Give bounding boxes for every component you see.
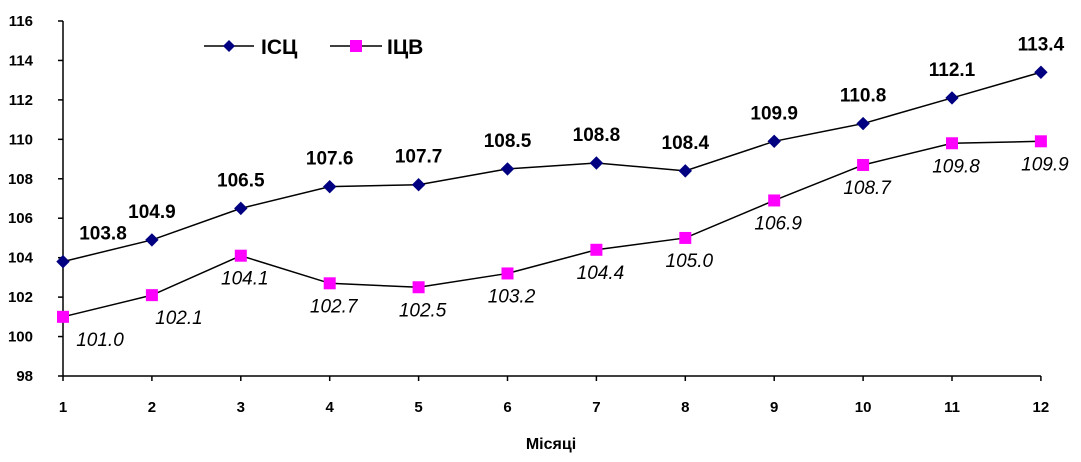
data-point-diamond: [322, 179, 337, 194]
data-label-series-1: 107.7: [395, 147, 443, 168]
data-label-series-2: 103.2: [488, 286, 536, 307]
legend-marker-square: [350, 40, 362, 52]
series-line-2: [62, 140, 1041, 318]
data-point-diamond: [945, 91, 959, 105]
data-label-series-1: 108.8: [573, 125, 621, 146]
data-point-square: [768, 194, 781, 207]
series-markers: [56, 65, 1048, 323]
data-point-square: [234, 249, 247, 262]
y-tick-label: 112: [9, 92, 33, 109]
data-label-series-2: 102.5: [399, 300, 447, 321]
x-tick-label: 12: [1033, 399, 1050, 416]
data-label-series-1: 107.6: [306, 149, 354, 170]
legend-marker-diamond: [223, 40, 235, 52]
data-label-series-2: 102.7: [310, 296, 359, 317]
data-label-series-2: 108.7: [843, 178, 892, 199]
y-tick-label: 100: [8, 329, 33, 346]
x-tick-label: 2: [148, 399, 156, 416]
data-label-series-1: 108.4: [662, 133, 710, 154]
y-tick-label: 106: [8, 210, 33, 227]
x-tick-label: 4: [326, 399, 335, 416]
data-label-series-1: 104.9: [128, 202, 176, 223]
data-point-diamond: [234, 201, 248, 216]
y-tick-label: 116: [9, 13, 33, 30]
legend-label-series-1: ІСЦ: [261, 36, 298, 59]
data-point-square: [57, 310, 69, 323]
x-tick-label: 10: [855, 399, 872, 416]
x-tick-label: 1: [59, 399, 67, 416]
data-label-series-2: 104.4: [577, 263, 625, 284]
x-tick-label: 7: [592, 399, 600, 416]
data-point-diamond: [411, 177, 426, 192]
data-label-series-2: 109.9: [1021, 154, 1069, 175]
data-point-square: [679, 231, 692, 244]
legend: ІСЦ ІЦВ: [204, 36, 423, 59]
data-point-diamond: [589, 156, 604, 170]
x-tick-label: 11: [944, 399, 960, 416]
x-tick-label: 3: [237, 399, 245, 416]
data-label-series-2: 101.0: [76, 330, 124, 351]
data-point-diamond: [678, 164, 693, 178]
y-tick-label: 114: [9, 52, 34, 69]
data-point-diamond: [767, 134, 781, 149]
data-label-series-1: 110.8: [840, 86, 887, 107]
data-label-series-2: 106.9: [754, 213, 802, 234]
series-line-1: [62, 71, 1042, 263]
data-point-diamond: [1034, 65, 1048, 79]
data-label-series-2: 109.8: [932, 156, 980, 177]
data-point-square: [857, 158, 870, 171]
data-label-series-1: 109.9: [750, 103, 798, 124]
y-tick-label: 104: [8, 250, 34, 267]
data-point-diamond: [500, 162, 515, 176]
y-tick-label: 98: [16, 368, 33, 385]
data-point-square: [323, 277, 336, 290]
x-tick-label: 6: [503, 399, 511, 416]
data-label-series-1: 112.1: [929, 60, 976, 81]
y-tick-label: 108: [8, 171, 33, 188]
x-tick-label: 8: [681, 399, 689, 416]
data-point-square: [946, 137, 958, 150]
data-point-diamond: [856, 116, 870, 131]
data-label-series-2: 104.1: [221, 269, 269, 290]
data-label-series-1: 106.5: [217, 170, 265, 191]
data-point-square: [501, 267, 514, 280]
data-point-square: [412, 281, 425, 294]
data-point-square: [145, 289, 158, 302]
y-tick-label: 102: [8, 289, 33, 306]
data-point-diamond: [56, 254, 70, 269]
data-label-series-1: 113.4: [1018, 34, 1065, 55]
x-tick-label: 5: [414, 399, 422, 416]
data-label-series-2: 105.0: [666, 251, 714, 272]
x-tick-label: 9: [770, 399, 778, 416]
series-lines: [62, 71, 1042, 318]
data-point-diamond: [145, 233, 159, 247]
data-label-series-1: 108.5: [484, 131, 532, 152]
x-axis-title: Місяці: [526, 436, 576, 453]
legend-label-series-2: ІЦВ: [387, 36, 423, 59]
data-label-series-1: 103.8: [79, 224, 127, 245]
data-label-series-2: 102.1: [155, 308, 203, 329]
y-tick-label: 110: [9, 131, 33, 148]
data-point-square: [1034, 135, 1047, 148]
data-point-square: [590, 243, 603, 256]
